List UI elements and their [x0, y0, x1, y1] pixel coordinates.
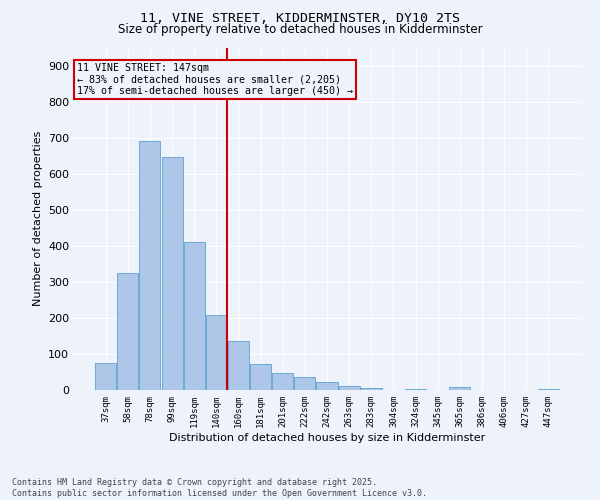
- Bar: [161, 158, 182, 390]
- Text: Size of property relative to detached houses in Kidderminster: Size of property relative to detached ho…: [118, 22, 482, 36]
- Bar: [361, 388, 382, 390]
- Y-axis label: Number of detached properties: Number of detached properties: [32, 131, 43, 306]
- Bar: [118, 273, 139, 390]
- Bar: [139, 141, 160, 390]
- Bar: [228, 342, 249, 390]
- Text: Contains HM Land Registry data © Crown copyright and database right 2025.
Contai: Contains HM Land Registry data © Crown c…: [12, 478, 427, 498]
- Bar: [250, 364, 271, 390]
- Bar: [272, 373, 293, 390]
- Bar: [338, 386, 359, 390]
- Bar: [295, 378, 316, 390]
- Bar: [405, 389, 426, 390]
- Bar: [206, 315, 227, 390]
- Bar: [316, 382, 338, 390]
- Bar: [184, 242, 205, 390]
- Text: 11, VINE STREET, KIDDERMINSTER, DY10 2TS: 11, VINE STREET, KIDDERMINSTER, DY10 2TS: [140, 12, 460, 26]
- Bar: [95, 363, 116, 390]
- X-axis label: Distribution of detached houses by size in Kidderminster: Distribution of detached houses by size …: [169, 432, 485, 442]
- Bar: [538, 388, 559, 390]
- Text: 11 VINE STREET: 147sqm
← 83% of detached houses are smaller (2,205)
17% of semi-: 11 VINE STREET: 147sqm ← 83% of detached…: [77, 63, 353, 96]
- Bar: [449, 387, 470, 390]
